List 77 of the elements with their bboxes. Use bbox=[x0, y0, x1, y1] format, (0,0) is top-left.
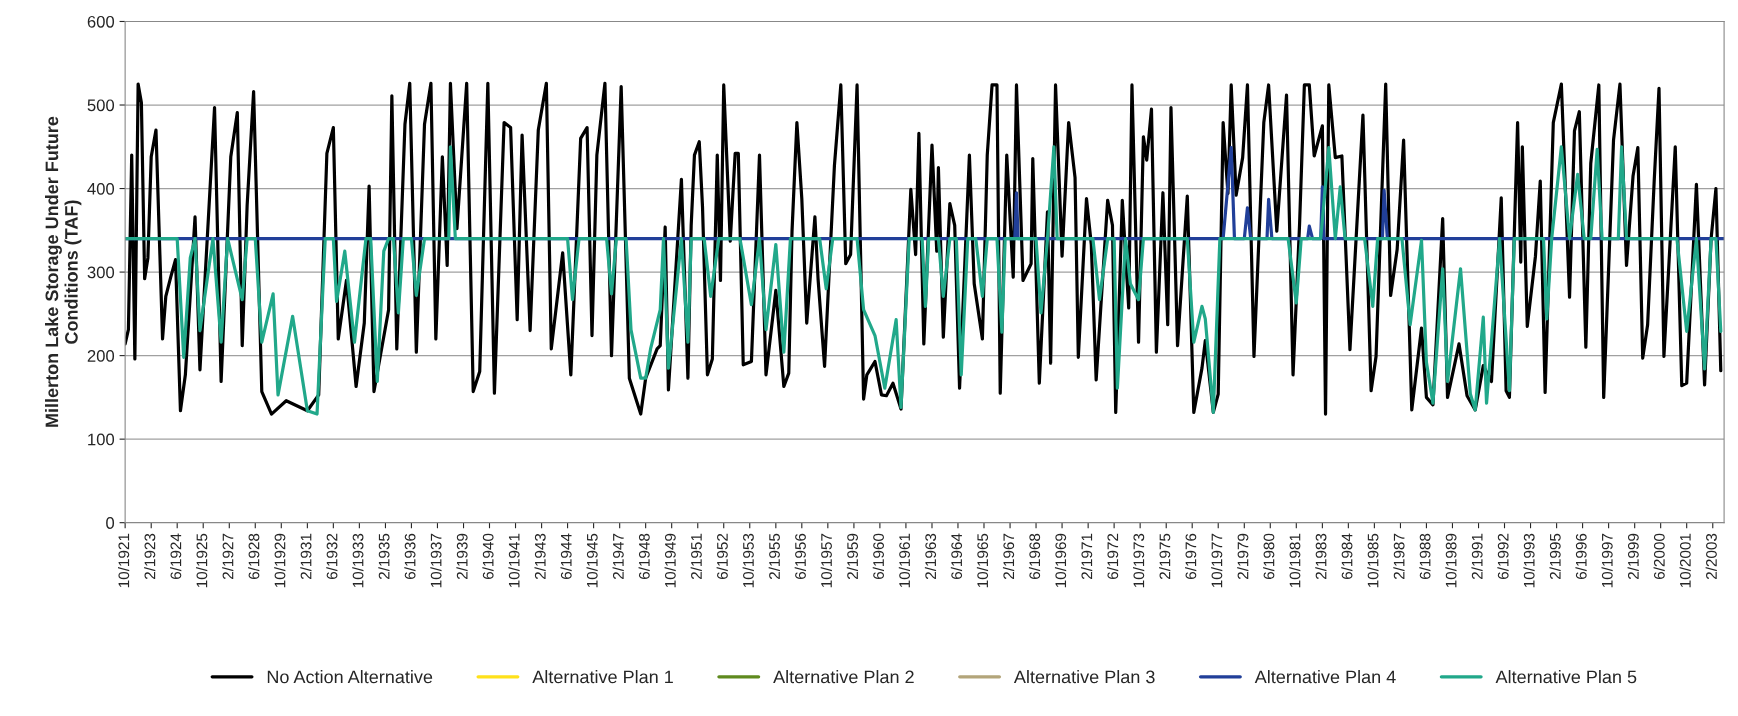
x-tick-label: 2/1975 bbox=[1159, 533, 1171, 580]
y-tick-label: 100 bbox=[88, 433, 115, 446]
x-tick-label: 6/1976 bbox=[1185, 533, 1197, 580]
x-tick-label: 10/1985 bbox=[1367, 533, 1379, 588]
line-series bbox=[125, 145, 1723, 416]
x-tick-label: 10/1997 bbox=[1601, 533, 1613, 588]
legend-label: No Action Alternative bbox=[267, 670, 433, 684]
x-tick-label: 6/1972 bbox=[1107, 533, 1119, 580]
legend-label: Alternative Plan 2 bbox=[773, 670, 914, 684]
x-tick-label: 6/1996 bbox=[1575, 533, 1587, 580]
x-tick-label: 10/1941 bbox=[508, 533, 520, 588]
x-tick-label: 2/1939 bbox=[456, 533, 468, 580]
x-tick-label: 6/1984 bbox=[1341, 533, 1353, 580]
legend-label: Alternative Plan 3 bbox=[1013, 670, 1155, 684]
x-tick-label: 10/1929 bbox=[274, 533, 286, 588]
x-tick-label: 2/1927 bbox=[222, 533, 234, 580]
x-tick-label: 10/1949 bbox=[664, 533, 676, 588]
x-tick-label: 6/2000 bbox=[1653, 533, 1665, 580]
legend-label: Alternative Plan 1 bbox=[532, 670, 673, 684]
x-tick-label: 6/1924 bbox=[170, 533, 182, 580]
x-tick-label: 2/1959 bbox=[846, 533, 859, 580]
x-tick-label: 2/1943 bbox=[534, 533, 546, 580]
x-tick-label: 10/1961 bbox=[898, 533, 911, 588]
x-tick-label: 2/1999 bbox=[1627, 533, 1639, 580]
x-tick-label: 6/1944 bbox=[560, 533, 572, 580]
x-tick-label: 10/1993 bbox=[1523, 533, 1535, 588]
x-tick-label: 6/1980 bbox=[1263, 533, 1275, 580]
legend-label: Alternative Plan 4 bbox=[1254, 670, 1396, 684]
y-axis-title: Millerton Lake Storage Under Future Conditions (TAF) bbox=[45, 116, 82, 427]
legend-label: Alternative Plan 5 bbox=[1495, 670, 1637, 684]
x-tick-label: 6/1956 bbox=[794, 533, 806, 580]
y-tick-label: 400 bbox=[87, 182, 115, 195]
x-tick-label: 10/1945 bbox=[586, 533, 598, 588]
x-tick-label: 10/1953 bbox=[742, 533, 754, 588]
x-tick-label: 2/1995 bbox=[1549, 533, 1561, 580]
x-tick-label: 2/2003 bbox=[1705, 533, 1717, 580]
x-tick-label: 6/1948 bbox=[638, 533, 650, 580]
x-tick-label: 6/1952 bbox=[716, 533, 728, 580]
y-tick-label: 500 bbox=[87, 99, 115, 112]
x-tick-label: 6/1992 bbox=[1497, 533, 1509, 580]
y-tick-label: 0 bbox=[106, 517, 115, 529]
x-tick-label: 10/1989 bbox=[1445, 533, 1457, 588]
x-tick-label: 10/1977 bbox=[1211, 533, 1223, 588]
x-tick-label: 10/1973 bbox=[1133, 533, 1145, 588]
x-tick-label: 10/1925 bbox=[196, 533, 208, 588]
x-tick-label: 10/1957 bbox=[820, 533, 832, 588]
x-tick-label: 2/1987 bbox=[1393, 533, 1405, 580]
x-tick-label: 2/1923 bbox=[144, 533, 156, 580]
x-tick-label: 6/1988 bbox=[1419, 533, 1431, 580]
x-tick-label: 2/1963 bbox=[924, 533, 937, 580]
y-tick-label: 600 bbox=[87, 15, 115, 28]
x-tick-label: 2/1971 bbox=[1081, 533, 1093, 580]
x-tick-label: 6/1968 bbox=[1028, 533, 1041, 580]
x-tick-label: 10/1937 bbox=[430, 533, 442, 588]
x-tick-label: 10/1933 bbox=[352, 533, 364, 588]
x-tick-label: 2/1955 bbox=[768, 533, 780, 580]
x-tick-label: 10/2001 bbox=[1679, 533, 1691, 588]
x-tick-label: 2/1935 bbox=[378, 533, 390, 580]
x-tick-label: 2/1991 bbox=[1471, 533, 1483, 580]
x-tick-label: 2/1967 bbox=[1002, 533, 1015, 580]
x-tick-label: 2/1951 bbox=[690, 533, 702, 580]
x-tick-label: 10/1981 bbox=[1289, 533, 1301, 588]
x-tick-label: 2/1979 bbox=[1237, 533, 1249, 580]
x-tick-label: 6/1932 bbox=[326, 533, 338, 580]
x-tick-label: 2/1931 bbox=[300, 533, 312, 580]
x-tick-label: 10/1921 bbox=[118, 533, 130, 588]
x-tick-label: 6/1960 bbox=[872, 533, 884, 580]
x-tick-label: 10/1965 bbox=[976, 533, 989, 588]
x-tick-label: 2/1947 bbox=[612, 533, 624, 580]
y-tick-label: 300 bbox=[87, 266, 115, 279]
x-tick-label: 6/1928 bbox=[248, 533, 260, 580]
y-tick-label: 200 bbox=[87, 350, 115, 362]
x-tick-label: 2/1983 bbox=[1315, 533, 1327, 580]
x-tick-label: 6/1940 bbox=[482, 533, 494, 580]
x-tick-label: 6/1964 bbox=[950, 533, 963, 580]
x-tick-label: 10/1969 bbox=[1054, 533, 1067, 588]
x-tick-label: 6/1936 bbox=[404, 533, 416, 580]
